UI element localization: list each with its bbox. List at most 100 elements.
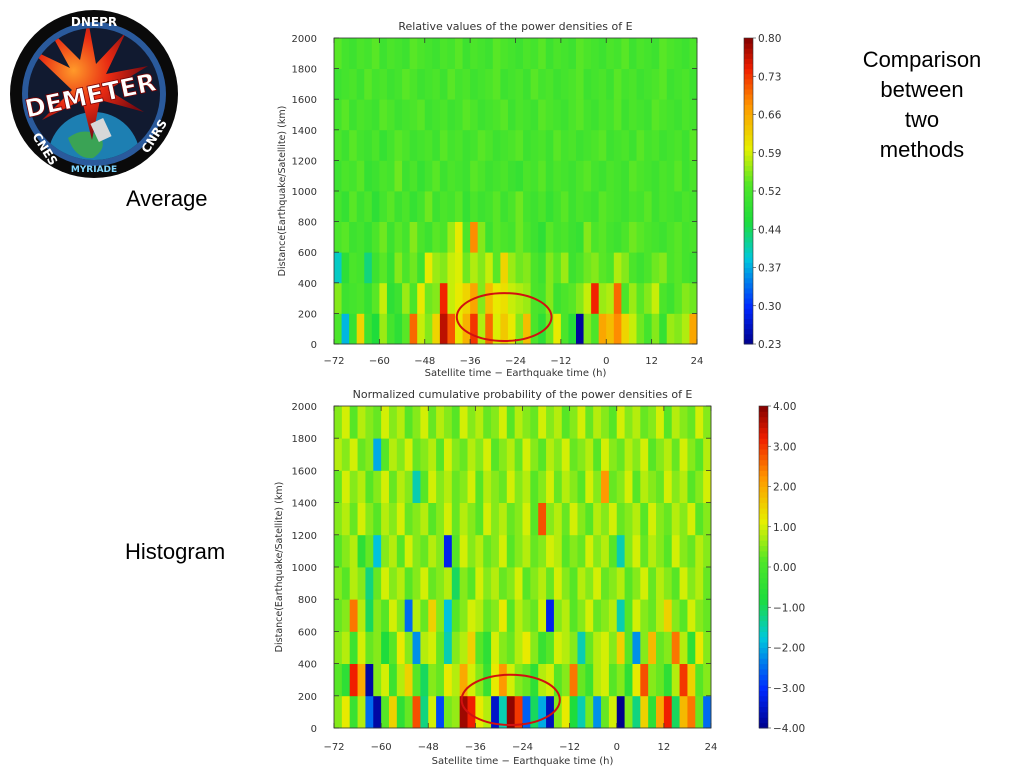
heatmap-cell [553, 191, 562, 222]
heatmap-cell [443, 406, 453, 439]
heatmap-cell [371, 252, 380, 284]
colorbar-segment [744, 124, 753, 131]
heatmap-cell [651, 99, 660, 131]
heatmap-cell [491, 567, 500, 600]
heatmap-cell [379, 221, 388, 253]
heatmap-cell [606, 313, 615, 345]
heatmap-cell [507, 38, 516, 69]
heatmap-cell [659, 68, 668, 100]
heatmap-cell [356, 68, 365, 100]
heatmap-cell [436, 695, 445, 729]
heatmap-cell [666, 313, 675, 345]
heatmap-cell [420, 599, 429, 632]
heatmap-cell [656, 663, 665, 697]
heatmap-cell [491, 663, 500, 697]
heatmap-cell [648, 599, 657, 632]
colorbar-segment [759, 550, 768, 557]
colorbar-tick-label: 0.66 [758, 110, 782, 122]
heatmap-cell [636, 68, 645, 100]
colorbar-segment [744, 308, 753, 314]
heatmap-cell [365, 663, 374, 697]
heatmap-cell [663, 470, 673, 503]
colorbar-segment [759, 636, 768, 643]
y-tick-label: 1200 [292, 156, 317, 167]
heatmap-cell [447, 221, 456, 253]
y-tick-label: 1000 [292, 563, 317, 574]
heatmap-cell [409, 252, 418, 284]
average-label: Average [126, 186, 208, 211]
heatmap-cell [568, 313, 577, 345]
heatmap-cell [687, 695, 696, 729]
heatmap-cell [545, 38, 554, 69]
heatmap-cell [357, 567, 366, 600]
heatmap-cell [608, 502, 618, 536]
heatmap-cell [349, 631, 358, 664]
heatmap-cell [561, 631, 571, 664]
heatmap-cell [386, 221, 395, 253]
heatmap-cell [523, 68, 532, 100]
heatmap-cell [640, 567, 649, 600]
heatmap-cell [455, 68, 463, 100]
comparison-line: between [880, 77, 964, 102]
heatmap-cell [356, 129, 365, 161]
heatmap-cell [455, 160, 463, 192]
heatmap-cell [477, 68, 486, 100]
heatmap-cell [373, 631, 382, 664]
heatmap-cell [666, 282, 675, 314]
x-tick-label: 12 [645, 356, 658, 367]
heatmap-cell [417, 313, 426, 345]
heatmap-cell [663, 406, 673, 439]
heatmap-cell [386, 282, 395, 314]
heatmap-cell [530, 534, 539, 568]
heatmap-cell [569, 534, 578, 568]
heatmap-cell [371, 191, 380, 222]
heatmap-cell [666, 191, 675, 222]
heatmap-cell [644, 221, 653, 253]
x-axis-label: Satellite time − Earthquake time (h) [425, 368, 607, 379]
heatmap-cell [341, 567, 351, 600]
logo-inner-scene [28, 28, 160, 160]
colorbar-segment [759, 615, 768, 622]
colorbar-segment [759, 593, 768, 600]
heatmap-cell [357, 502, 366, 536]
heatmap-cell [424, 282, 433, 314]
heatmap-cell [636, 129, 645, 161]
heatmap-cell [334, 470, 343, 503]
heatmap-cell [462, 160, 471, 192]
heatmap-cell [404, 567, 413, 600]
heatmap-cell [632, 567, 641, 600]
highlight-ellipse [460, 673, 561, 727]
heatmap-cell [381, 567, 390, 600]
heatmap-cell [636, 282, 645, 314]
y-tick-label: 200 [298, 309, 317, 320]
heatmap-cell [659, 160, 668, 192]
heatmap-cell [546, 470, 555, 503]
heatmap-cell [545, 221, 554, 253]
heatmap-cell [577, 663, 586, 697]
heatmap-cell [459, 567, 468, 600]
heatmap-cell [585, 631, 594, 664]
heatmap-cell [530, 252, 539, 284]
heatmap-cell [553, 695, 563, 729]
heatmap-cell [498, 599, 508, 632]
heatmap-cell [451, 695, 461, 729]
heatmap-cell [695, 534, 704, 568]
heatmap-cell [583, 38, 592, 69]
heatmap-cell [545, 99, 554, 131]
colorbar-segment [744, 303, 753, 309]
heatmap-cell [412, 695, 421, 729]
heatmap-cell [477, 221, 486, 253]
heatmap-cell [428, 534, 437, 568]
heatmap-cell [663, 663, 673, 697]
heatmap-cell [491, 406, 500, 439]
heatmap-cell [659, 313, 668, 345]
heatmap-cell [409, 221, 418, 253]
heatmap-cell [365, 695, 374, 729]
heatmap-cell [424, 160, 433, 192]
colorbar-tick-label: −1.00 [773, 602, 805, 614]
heatmap-cell [436, 470, 445, 503]
heatmap-cell [628, 38, 637, 69]
heatmap-cell [648, 663, 657, 697]
heatmap-cell [485, 313, 494, 345]
earth-shape [48, 112, 140, 160]
